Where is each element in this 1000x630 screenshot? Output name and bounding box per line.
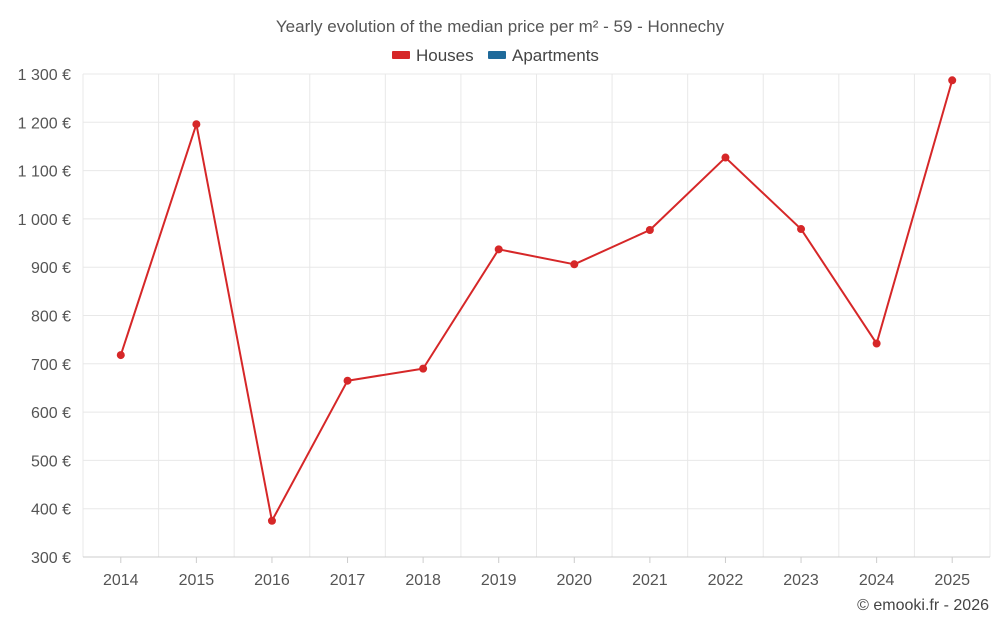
x-tick-label: 2021 — [632, 572, 668, 589]
legend: Houses Apartments — [392, 46, 599, 65]
x-tick-label: 2014 — [103, 572, 139, 589]
data-point[interactable] — [494, 245, 503, 254]
x-tick-label: 2019 — [481, 572, 517, 589]
chart-title: Yearly evolution of the median price per… — [276, 17, 725, 36]
y-tick-label: 1 200 € — [18, 115, 71, 132]
y-tick-label: 300 € — [31, 550, 71, 567]
x-tick-label: 2017 — [330, 572, 366, 589]
legend-swatch-houses — [392, 51, 410, 59]
y-tick-label: 600 € — [31, 405, 71, 422]
data-point[interactable] — [645, 226, 654, 235]
data-point[interactable] — [267, 516, 276, 525]
x-tick-label: 2020 — [556, 572, 592, 589]
series-layer — [116, 76, 957, 525]
grid — [82, 73, 991, 557]
data-point[interactable] — [948, 76, 957, 85]
y-tick-label: 1 100 € — [18, 164, 71, 181]
data-point[interactable] — [419, 364, 428, 373]
legend-label-apartments: Apartments — [512, 46, 599, 65]
y-tick-label: 900 € — [31, 260, 71, 277]
x-tick-labels: 2014 2015 2016 2017 2018 2019 2020 2021 2022 2023… — [103, 557, 970, 589]
y-tick-label: 1 000 € — [18, 212, 71, 229]
y-tick-label: 500 € — [31, 453, 71, 470]
y-tick-label: 1 300 € — [18, 67, 71, 84]
legend-label-houses: Houses — [416, 46, 474, 65]
series-line-houses — [119, 80, 954, 522]
x-tick-label: 2016 — [254, 572, 290, 589]
x-tick-label: 2022 — [708, 572, 744, 589]
y-tick-label: 400 € — [31, 502, 71, 519]
data-point[interactable] — [721, 153, 730, 162]
legend-swatch-apartments — [488, 51, 506, 59]
y-tick-label: 800 € — [31, 309, 71, 326]
credit-text: © emooki.fr - 2026 — [857, 597, 989, 614]
legend-item-houses[interactable]: Houses — [392, 46, 474, 65]
data-point[interactable] — [343, 376, 352, 385]
data-point[interactable] — [192, 120, 201, 129]
x-tick-label: 2018 — [405, 572, 441, 589]
data-point[interactable] — [797, 225, 806, 234]
x-tick-label: 2015 — [179, 572, 215, 589]
x-tick-label: 2023 — [783, 572, 819, 589]
legend-item-apartments[interactable]: Apartments — [488, 46, 599, 65]
x-tick-label: 2024 — [859, 572, 895, 589]
y-tick-label: 700 € — [31, 357, 71, 374]
data-point[interactable] — [570, 260, 579, 269]
y-tick-labels: 300 € 400 € 500 € 600 € 700 € 800 € 900 € 1 000… — [18, 67, 71, 567]
data-point[interactable] — [116, 351, 125, 360]
data-point[interactable] — [872, 339, 881, 348]
x-tick-label: 2025 — [934, 572, 970, 589]
